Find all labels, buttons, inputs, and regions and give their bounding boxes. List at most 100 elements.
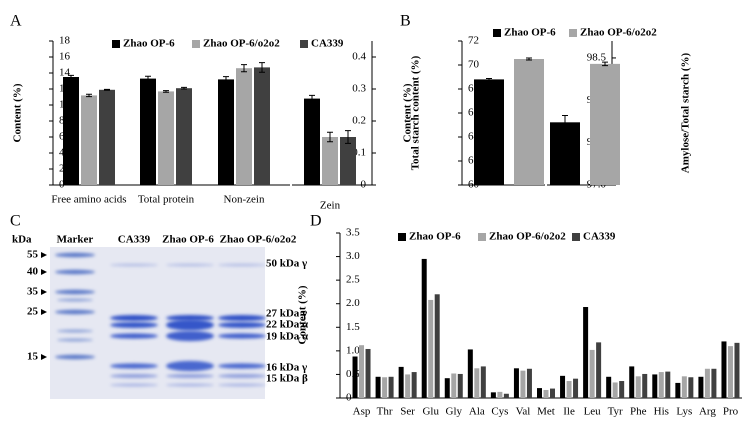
bar [375, 376, 381, 398]
x-tick-label: Ile [563, 406, 575, 418]
band-label: 15 kDa β [266, 373, 308, 385]
legend-label: Zhao OP-6 [409, 231, 461, 243]
ladder-band [55, 289, 95, 295]
legend-label: Zhao OP-6/o2o2 [203, 38, 280, 50]
legend-swatch [572, 233, 580, 241]
bar [658, 372, 664, 398]
bar [583, 307, 589, 398]
bar [140, 78, 156, 185]
bar [727, 346, 733, 398]
x-tick-label: Arg [699, 406, 716, 418]
error-bar [526, 57, 532, 61]
lane-label: Zhao OP-6 [162, 234, 214, 246]
error-bar [562, 115, 568, 130]
bar [513, 368, 519, 398]
bar [444, 378, 450, 398]
legend-label: Zhao OP-6/o2o2 [580, 27, 657, 39]
ladder-label: 55 [27, 249, 39, 261]
y-tick-label: 0.3 [352, 83, 366, 95]
bar [474, 79, 504, 185]
band-label: 50 kDa γ [266, 258, 307, 270]
y-axis-label: Content (%) [297, 285, 309, 344]
bar [642, 373, 648, 398]
x-tick-label: His [654, 406, 669, 418]
x-tick-label: Thr [377, 406, 393, 418]
bar [606, 376, 612, 398]
ladder-band [57, 338, 93, 342]
x-tick-label: Non-zein [224, 194, 265, 206]
bar [428, 299, 434, 398]
bar [81, 95, 97, 185]
y-tick-label: 0.4 [352, 51, 366, 63]
ladder-label: 40 [27, 266, 39, 278]
y-tick-label: 0.2 [352, 115, 366, 127]
protein-band [218, 333, 266, 339]
error-bar [327, 131, 333, 143]
ladder-arrow [41, 269, 47, 275]
legend-swatch [398, 233, 406, 241]
x-tick-label: Tyr [608, 406, 623, 418]
bar [322, 137, 338, 185]
y2-axis-label: Amylose/Total starch (%) [680, 52, 692, 173]
bar [352, 356, 358, 398]
bar [688, 377, 694, 398]
ladder-arrow [41, 309, 47, 315]
legend-swatch [569, 29, 577, 37]
protein-band [166, 315, 214, 321]
x-tick-label: Free amino acids [51, 194, 126, 206]
band-label: 19 kDa α [266, 331, 309, 343]
protein-band [218, 363, 266, 369]
bar [421, 258, 427, 398]
x-tick-label: Val [516, 406, 531, 418]
bar [434, 294, 440, 398]
ladder-label: 15 [27, 351, 39, 363]
ladder-band [55, 309, 95, 315]
bar [681, 376, 687, 398]
x-tick-label: Zein [320, 200, 341, 212]
lane-label: CA339 [118, 234, 151, 246]
protein-band [218, 315, 266, 321]
y-tick-label: 98.5 [587, 51, 607, 63]
bar [590, 63, 620, 185]
panel-letter: B [400, 13, 411, 30]
y-axis-label: Total starch content (%) [410, 55, 422, 170]
y-tick-label: 18 [59, 35, 71, 47]
y-tick-label: 2.0 [346, 297, 360, 309]
ladder-band [57, 298, 93, 302]
bar [480, 366, 486, 398]
bar [503, 393, 509, 398]
band-label: 22 kDa α [266, 319, 309, 331]
legend-label: Zhao OP-6 [123, 38, 175, 50]
gel-bands [55, 252, 266, 387]
x-tick-label: Met [537, 406, 555, 418]
panel-letter: D [310, 213, 322, 230]
ladder-arrow [41, 289, 47, 295]
protein-band [218, 383, 266, 387]
ladder-band [55, 252, 95, 258]
bar [543, 389, 549, 398]
error-bar [486, 77, 492, 81]
y-tick-label: 70 [468, 59, 480, 71]
bar [550, 122, 580, 185]
y-axis-label: Content (%) [12, 83, 24, 142]
y-tick-label: 3.0 [346, 250, 360, 262]
legend-swatch [478, 233, 486, 241]
bar [218, 79, 234, 185]
y-tick-label: 62 [468, 155, 479, 167]
error-bar [68, 74, 74, 80]
bar [254, 67, 270, 185]
bar [589, 349, 595, 398]
y-tick-label: 66 [468, 107, 480, 119]
legend-swatch [493, 29, 501, 37]
error-bar [145, 75, 151, 82]
protein-band [166, 374, 214, 378]
bar [490, 392, 496, 398]
protein-band [110, 315, 158, 321]
protein-band [110, 333, 158, 339]
protein-band [218, 263, 266, 267]
bar [497, 391, 503, 398]
y-tick-label: 6 [59, 131, 65, 143]
legend-label: CA339 [311, 38, 344, 50]
bar [405, 374, 411, 398]
